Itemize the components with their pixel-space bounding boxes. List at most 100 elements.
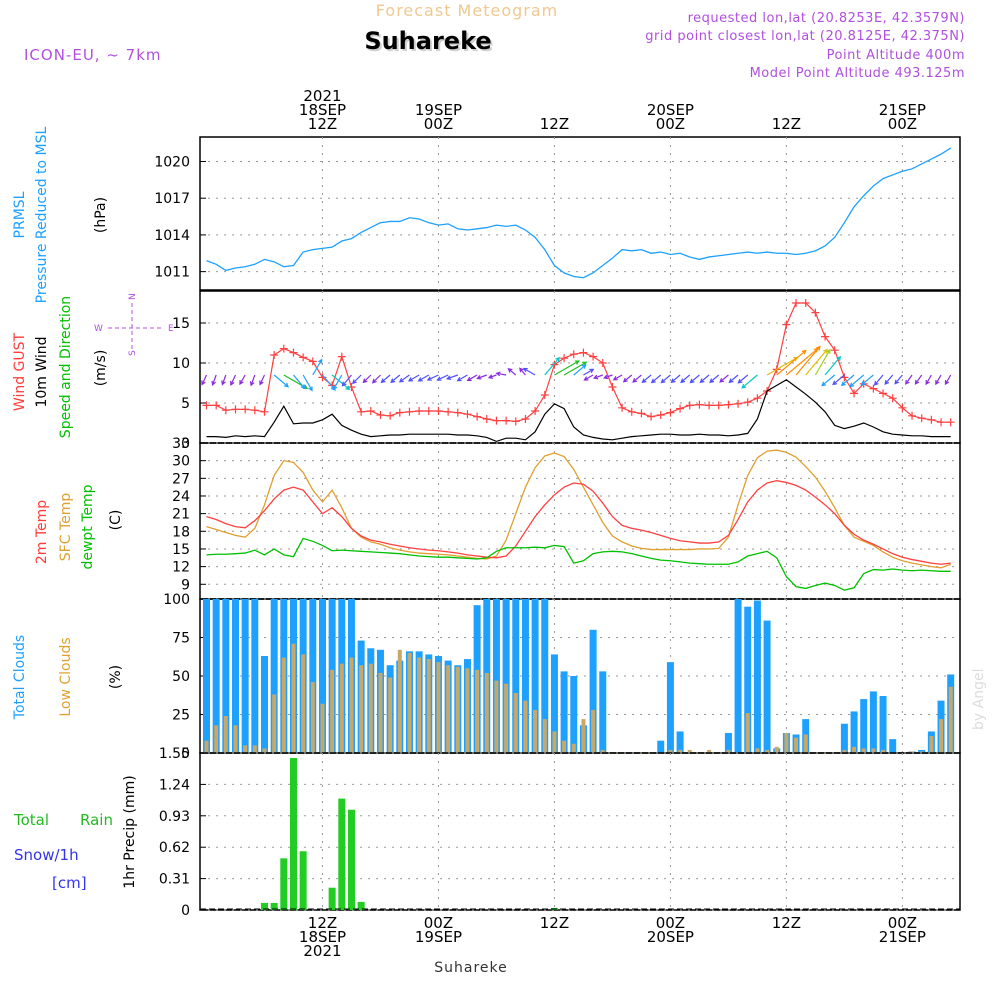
low-cloud-bar xyxy=(494,680,499,753)
y-tick-label: 12 xyxy=(172,560,190,576)
wind-direction-arrow xyxy=(728,374,739,384)
precip-bar xyxy=(260,902,268,910)
low-cloud-bar xyxy=(339,663,344,753)
y-tick-label: 30 xyxy=(172,454,190,470)
wind-direction-arrow xyxy=(519,367,526,376)
gust-point xyxy=(231,405,240,414)
gust-point xyxy=(463,410,472,419)
gust-point xyxy=(821,332,830,341)
location-title: Suhareke xyxy=(366,29,493,57)
y-tick-label: 50 xyxy=(172,669,190,685)
total-cloud-bar xyxy=(676,731,684,753)
top-time-label: 2021 xyxy=(303,87,341,105)
precip-bar xyxy=(270,902,278,910)
low-cloud-bar xyxy=(842,749,847,753)
gust-point xyxy=(743,398,752,407)
gust-point xyxy=(685,401,694,410)
wind-direction-arrow xyxy=(495,371,507,377)
low-cloud-bar xyxy=(948,686,953,753)
low-cloud-bar xyxy=(542,719,547,753)
gust-point xyxy=(627,407,636,416)
total-cloud-bar xyxy=(560,671,568,753)
wind-direction-arrow xyxy=(905,374,913,385)
total-cloud-bar xyxy=(879,696,887,753)
low-cloud-bar xyxy=(910,751,915,753)
wind-direction-arrow xyxy=(417,374,430,382)
wind-direction-arrow xyxy=(332,374,343,391)
low-cloud-bar xyxy=(871,748,876,753)
gust-point xyxy=(850,389,859,398)
gust-point xyxy=(676,404,685,413)
gridpoint-coords: grid point closest lon,lat (20.8125E, 42… xyxy=(645,29,965,44)
gust-point xyxy=(647,412,656,421)
gust-point xyxy=(695,400,704,409)
wind-direction-arrow xyxy=(573,364,587,376)
total-cloud-bar xyxy=(203,599,210,753)
gust-point xyxy=(473,412,482,421)
location-title-main: Suhareke xyxy=(364,27,491,55)
gust-point xyxy=(366,407,375,415)
gust-point xyxy=(927,415,936,424)
t2m-line xyxy=(206,480,951,565)
wind-direction-arrow xyxy=(944,374,952,386)
top-time-label: 00Z xyxy=(424,115,453,133)
low-cloud-bar xyxy=(513,692,518,753)
wind-direction-arrow xyxy=(832,374,845,386)
gust-point xyxy=(830,346,839,355)
wind-direction-arrow xyxy=(362,374,372,384)
wind-direction-arrow xyxy=(786,347,819,376)
gust-point xyxy=(270,351,279,359)
wind-direction-arrow xyxy=(341,374,352,387)
gust-point xyxy=(540,391,549,399)
wind-direction-arrow xyxy=(849,374,865,388)
wind-direction-arrow xyxy=(660,374,671,384)
pressure-line xyxy=(206,147,952,279)
y-tick-label: 0.93 xyxy=(159,809,190,825)
y-tick-label: 0 xyxy=(181,436,190,452)
total-cloud-bar xyxy=(212,599,220,753)
low-cloud-bar xyxy=(426,659,431,753)
wind-direction-arrow xyxy=(914,374,923,385)
top-time-label: 20SEP xyxy=(647,101,694,119)
wind-direction-arrow xyxy=(925,374,932,386)
gust-point xyxy=(502,416,511,425)
low-cloud-bar xyxy=(436,662,441,753)
gust-point xyxy=(637,409,646,418)
y-tick-label: 0 xyxy=(181,903,190,919)
low-cloud-bar xyxy=(523,700,528,753)
gust-point xyxy=(221,406,230,415)
gust-point xyxy=(299,353,308,362)
gust-point xyxy=(521,415,530,423)
wind-label-wind: 10m Wind xyxy=(34,336,50,407)
wind-direction-arrow xyxy=(249,374,256,387)
clouds-label-unit: (%) xyxy=(108,665,124,689)
low-cloud-bar xyxy=(301,654,306,753)
gust-point xyxy=(917,414,926,423)
wind-direction-arrow xyxy=(563,361,588,376)
low-cloud-bar xyxy=(562,740,567,753)
wind-direction-arrow xyxy=(824,355,842,376)
gust-point xyxy=(434,407,443,415)
panel-frame xyxy=(199,752,961,911)
wind-direction-arrow xyxy=(211,374,217,386)
wind-direction-arrow xyxy=(641,374,652,384)
total-cloud-bar xyxy=(512,599,520,753)
y-tick-label: 100 xyxy=(163,592,190,608)
wind-direction-arrow xyxy=(445,374,458,381)
low-cloud-bar xyxy=(320,703,325,753)
bottom-time-label: 00Z xyxy=(656,914,685,932)
gust-point xyxy=(444,407,453,416)
total-cloud-bar xyxy=(231,599,239,753)
wind-direction-arrow xyxy=(873,374,884,386)
gust-point xyxy=(308,357,317,366)
wind-direction-arrow xyxy=(398,374,410,383)
top-time-label: 00Z xyxy=(888,115,917,133)
total-cloud-bar xyxy=(589,629,597,753)
point-altitude: Point Altitude 400m xyxy=(827,48,965,63)
temp-label-dewpt: dewpt Temp xyxy=(80,484,96,569)
gust-point xyxy=(405,407,414,416)
bottom-time-label: 20SEP xyxy=(647,928,694,946)
wind-compass: N S W E xyxy=(94,293,174,356)
